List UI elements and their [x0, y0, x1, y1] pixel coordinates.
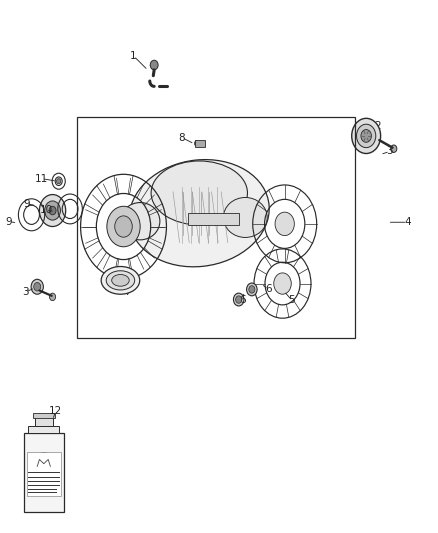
- Circle shape: [31, 279, 43, 294]
- Circle shape: [274, 273, 291, 294]
- Ellipse shape: [151, 161, 247, 225]
- Circle shape: [249, 286, 255, 293]
- Text: 12: 12: [49, 407, 62, 416]
- Text: 9: 9: [23, 199, 30, 208]
- Text: 6: 6: [239, 295, 246, 305]
- Circle shape: [107, 206, 140, 247]
- Text: 9: 9: [5, 217, 12, 227]
- Bar: [35, 417, 53, 426]
- Ellipse shape: [129, 159, 269, 267]
- Circle shape: [57, 179, 61, 184]
- Text: 3: 3: [22, 287, 29, 297]
- Text: 11: 11: [35, 174, 48, 183]
- Text: 2: 2: [374, 122, 381, 131]
- Ellipse shape: [223, 197, 267, 238]
- Text: 10: 10: [39, 205, 53, 215]
- Circle shape: [247, 283, 257, 296]
- Text: 3: 3: [386, 147, 393, 156]
- Circle shape: [39, 195, 66, 227]
- Text: 6: 6: [265, 284, 272, 294]
- Text: 1: 1: [130, 51, 137, 61]
- Circle shape: [391, 145, 397, 152]
- Bar: [33, 413, 55, 418]
- Circle shape: [45, 201, 60, 220]
- Circle shape: [49, 293, 56, 301]
- Circle shape: [233, 293, 244, 306]
- Circle shape: [34, 282, 41, 291]
- Bar: [195, 140, 205, 147]
- Text: 7: 7: [124, 287, 131, 297]
- Ellipse shape: [106, 271, 135, 290]
- Bar: [27, 452, 61, 496]
- Circle shape: [357, 124, 376, 148]
- Bar: [28, 426, 59, 433]
- Bar: [188, 213, 239, 225]
- Circle shape: [236, 296, 242, 303]
- Circle shape: [49, 206, 56, 215]
- Text: 5: 5: [288, 295, 295, 305]
- Circle shape: [194, 141, 199, 146]
- Ellipse shape: [120, 203, 160, 240]
- Text: 4: 4: [404, 217, 411, 227]
- Text: 8: 8: [178, 133, 185, 142]
- Circle shape: [361, 130, 371, 142]
- FancyBboxPatch shape: [24, 433, 64, 512]
- Circle shape: [115, 216, 132, 237]
- Bar: [77, 117, 355, 338]
- Ellipse shape: [101, 266, 140, 294]
- Circle shape: [275, 212, 294, 236]
- Circle shape: [150, 60, 158, 70]
- Ellipse shape: [112, 274, 129, 286]
- Circle shape: [352, 118, 381, 154]
